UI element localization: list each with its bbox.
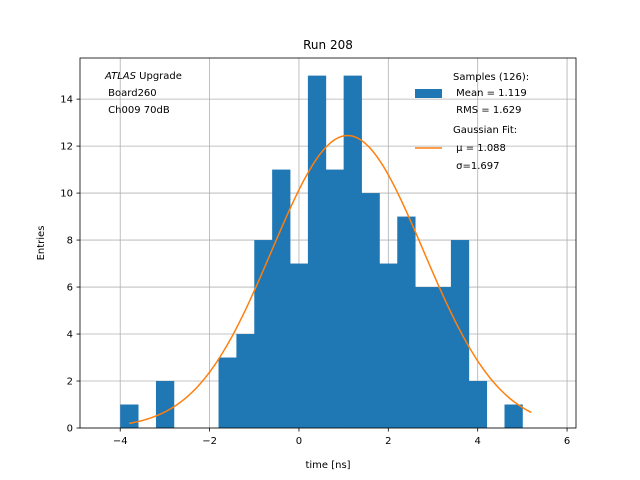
histogram-bar: [343, 75, 362, 428]
legend-samples-patch: [415, 89, 442, 98]
y-tick-label: 0: [67, 424, 73, 435]
legend-samples-line-3: RMS = 1.629: [453, 105, 521, 116]
x-tick-label: 4: [475, 436, 481, 447]
axes-frame: [79, 57, 577, 429]
histogram-bar: [155, 381, 175, 428]
histogram-bar: [120, 404, 139, 428]
annotation-line-1: ATLAS Upgrade: [104, 71, 182, 82]
histogram-bar: [236, 334, 255, 428]
histogram-bar: [450, 240, 470, 428]
y-tick-label: 2: [67, 377, 73, 388]
y-axis-label: Entries: [36, 226, 47, 261]
histogram-bars: [120, 75, 523, 429]
histogram-bar: [272, 169, 291, 429]
histogram-bar: [290, 263, 309, 428]
legend: Samples (126): Mean = 1.119 RMS = 1.629 …: [415, 72, 529, 172]
chart-title: Run 208: [303, 38, 353, 52]
gaussian-fit-line: [129, 134, 532, 425]
x-tick-label: 6: [564, 436, 570, 447]
annotation-rest: Upgrade: [136, 71, 182, 82]
legend-fit-line-1: Gaussian Fit:: [453, 125, 517, 136]
y-tick-label: 14: [60, 95, 73, 106]
histogram-bar: [218, 357, 237, 428]
atlas-annotation: ATLAS Upgrade Board260 Ch009 70dB: [104, 71, 182, 116]
histogram-bar: [504, 404, 523, 428]
x-tick-label: 2: [385, 436, 391, 447]
y-tick-label: 4: [67, 330, 73, 341]
legend-samples-line-1: Samples (126):: [453, 72, 529, 83]
histogram-bar: [415, 287, 434, 428]
histogram-bar: [433, 287, 452, 428]
axis-ticks: −4 −2 0 2 4 6 0 2 4 6 8 10 12 14: [60, 95, 570, 447]
legend-fit-line-3: σ=1.697: [453, 161, 500, 172]
histogram-bar: [361, 193, 380, 428]
histogram-bar: [468, 381, 488, 428]
y-tick-label: 8: [67, 236, 73, 247]
y-tick-label: 12: [60, 142, 73, 153]
histogram-bar: [397, 216, 416, 428]
legend-fit-line-2: μ = 1.088: [453, 143, 506, 154]
legend-samples-line-2: Mean = 1.119: [453, 88, 527, 99]
x-tick-label: 0: [296, 436, 302, 447]
x-tick-label: −2: [202, 436, 217, 447]
annotation-line-3: Ch009 70dB: [105, 105, 170, 116]
x-tick-label: −4: [113, 436, 128, 447]
annotation-italic: ATLAS: [104, 71, 137, 82]
histogram-bar: [307, 75, 327, 428]
annotation-line-2: Board260: [105, 88, 157, 99]
histogram-bar: [254, 240, 273, 428]
y-tick-label: 6: [67, 283, 73, 294]
y-tick-label: 10: [60, 189, 73, 200]
histogram-bar: [379, 263, 398, 428]
histogram-bar: [325, 169, 345, 429]
x-axis-label: time [ns]: [305, 460, 350, 471]
